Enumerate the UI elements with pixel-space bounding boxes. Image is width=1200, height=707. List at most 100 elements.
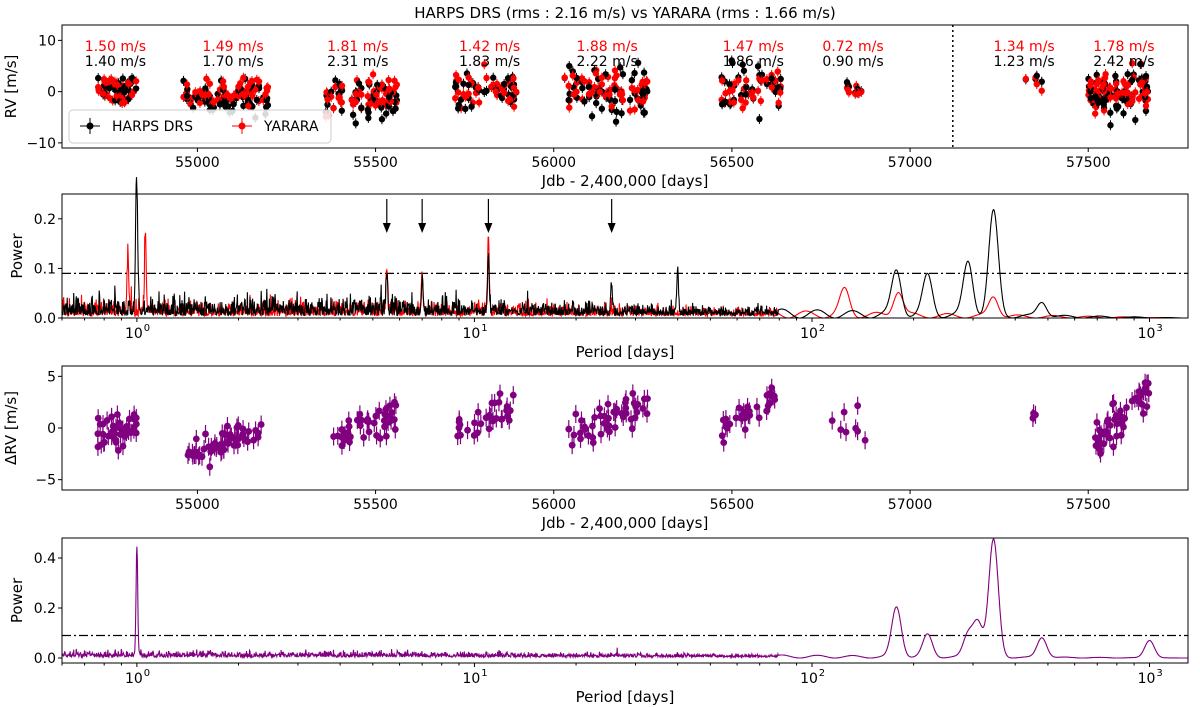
yarara-point: [219, 78, 227, 85]
delta-rv-point: [470, 432, 478, 439]
yarara-point: [598, 74, 606, 81]
yarara-rms-label: 1.49 m/s: [202, 39, 263, 55]
delta-rv-point: [392, 401, 400, 409]
harps-point: [355, 80, 363, 87]
y-axis-label: Power: [8, 232, 26, 278]
harps-point: [1120, 110, 1127, 117]
delta-rv-point: [196, 451, 204, 459]
harps-point: [374, 81, 381, 89]
delta-rv-point: [861, 436, 869, 444]
yarara-point: [249, 92, 256, 99]
yarara-point: [844, 86, 852, 93]
x-axis-label: Period [days]: [576, 688, 675, 706]
delta-rv-point: [491, 399, 499, 407]
x-tick-label: 57000: [888, 497, 933, 513]
harps-point: [640, 109, 647, 116]
yarara-point: [1142, 102, 1150, 110]
delta-rv-point: [390, 416, 398, 423]
delta-rv-point: [498, 415, 506, 423]
harps-point: [378, 116, 386, 123]
harps-point: [352, 120, 359, 127]
yarara-point: [240, 74, 247, 81]
yarara-point: [121, 99, 128, 106]
delta-rv-point: [104, 432, 112, 440]
delta-rv-point: [244, 438, 252, 446]
harps-rms-label: 1.23 m/s: [993, 54, 1054, 70]
yarara-point: [735, 77, 742, 84]
yarara-point: [1100, 81, 1107, 88]
yarara-point: [739, 105, 746, 112]
delta-rv-point: [206, 463, 214, 471]
yarara-point: [475, 84, 482, 91]
delta-rv-point: [1138, 400, 1146, 408]
harps-rms-label: 1.70 m/s: [202, 54, 263, 70]
x-tick-label: 10: [1138, 326, 1156, 342]
harps-point: [468, 103, 475, 110]
axes-frame: [61, 24, 1189, 149]
delta-rv-point: [114, 447, 122, 454]
delta-rv-point: [358, 416, 365, 424]
delta-rv-point: [363, 417, 371, 425]
harps-point: [95, 74, 102, 82]
delta-rv-point: [572, 410, 580, 418]
x-tick-label: 10: [800, 326, 818, 342]
x-tick-label: 55000: [175, 497, 220, 513]
delta-rv-point: [720, 439, 728, 447]
yarara-point: [585, 79, 593, 86]
yarara-point: [768, 84, 775, 91]
yarara-point: [742, 99, 749, 106]
x-axis-label: Jdb - 2,400,000 [days]: [541, 172, 709, 190]
yarara-point: [596, 88, 604, 96]
harps-point: [253, 96, 261, 104]
yarara-point: [730, 99, 738, 106]
legend-harps-marker: [86, 122, 94, 130]
yarara-point: [500, 89, 508, 97]
delta-rv-point: [1111, 416, 1118, 423]
harps-point: [740, 67, 748, 74]
delta-rv-point: [732, 414, 740, 422]
yarara-point: [323, 89, 330, 96]
delta-rv-point: [496, 390, 504, 398]
yarara-point: [132, 77, 140, 85]
yarara-point: [352, 90, 360, 98]
yarara-point: [777, 89, 784, 96]
yarara-point: [253, 76, 261, 83]
delta-rv-point: [94, 443, 102, 451]
delta-rv-point: [596, 405, 603, 412]
harps-point: [1093, 71, 1100, 79]
harps-point: [462, 105, 469, 113]
yarara-point: [492, 88, 499, 95]
periodogram-harps-drs-line: [61, 177, 1188, 319]
yarara-point: [385, 86, 393, 93]
yarara-point: [758, 77, 766, 84]
harps-point: [1137, 60, 1144, 68]
harps-point: [1087, 88, 1094, 95]
y-tick-label: 0: [47, 421, 56, 437]
yarara-point: [565, 82, 572, 90]
yarara-point: [183, 81, 191, 88]
harps-point: [1038, 78, 1045, 85]
yarara-point: [378, 81, 386, 89]
y-tick-label: 0.4: [34, 551, 56, 567]
harps-rms-label: 1.40 m/s: [85, 54, 146, 70]
yarara-point: [561, 74, 568, 81]
harps-point: [365, 114, 372, 122]
harps-point: [1112, 72, 1119, 80]
delta-rv-point: [631, 414, 639, 421]
delta-rv-point: [113, 411, 121, 418]
yarara-point: [1128, 97, 1136, 105]
delta-rv-point: [454, 432, 462, 440]
delta-rv-point: [391, 426, 399, 433]
delta-rv-point: [589, 439, 597, 447]
harps-point: [328, 88, 335, 95]
yarara-point: [462, 93, 469, 100]
delta-rv-point: [854, 402, 862, 410]
y-tick-label: 0.2: [34, 212, 56, 228]
y-tick-label: 0: [47, 85, 56, 101]
harps-point: [743, 83, 750, 91]
yarara-point: [611, 67, 619, 74]
harps-point: [619, 71, 627, 78]
delta-rv-point: [1117, 407, 1124, 415]
yarara-point: [100, 75, 108, 83]
